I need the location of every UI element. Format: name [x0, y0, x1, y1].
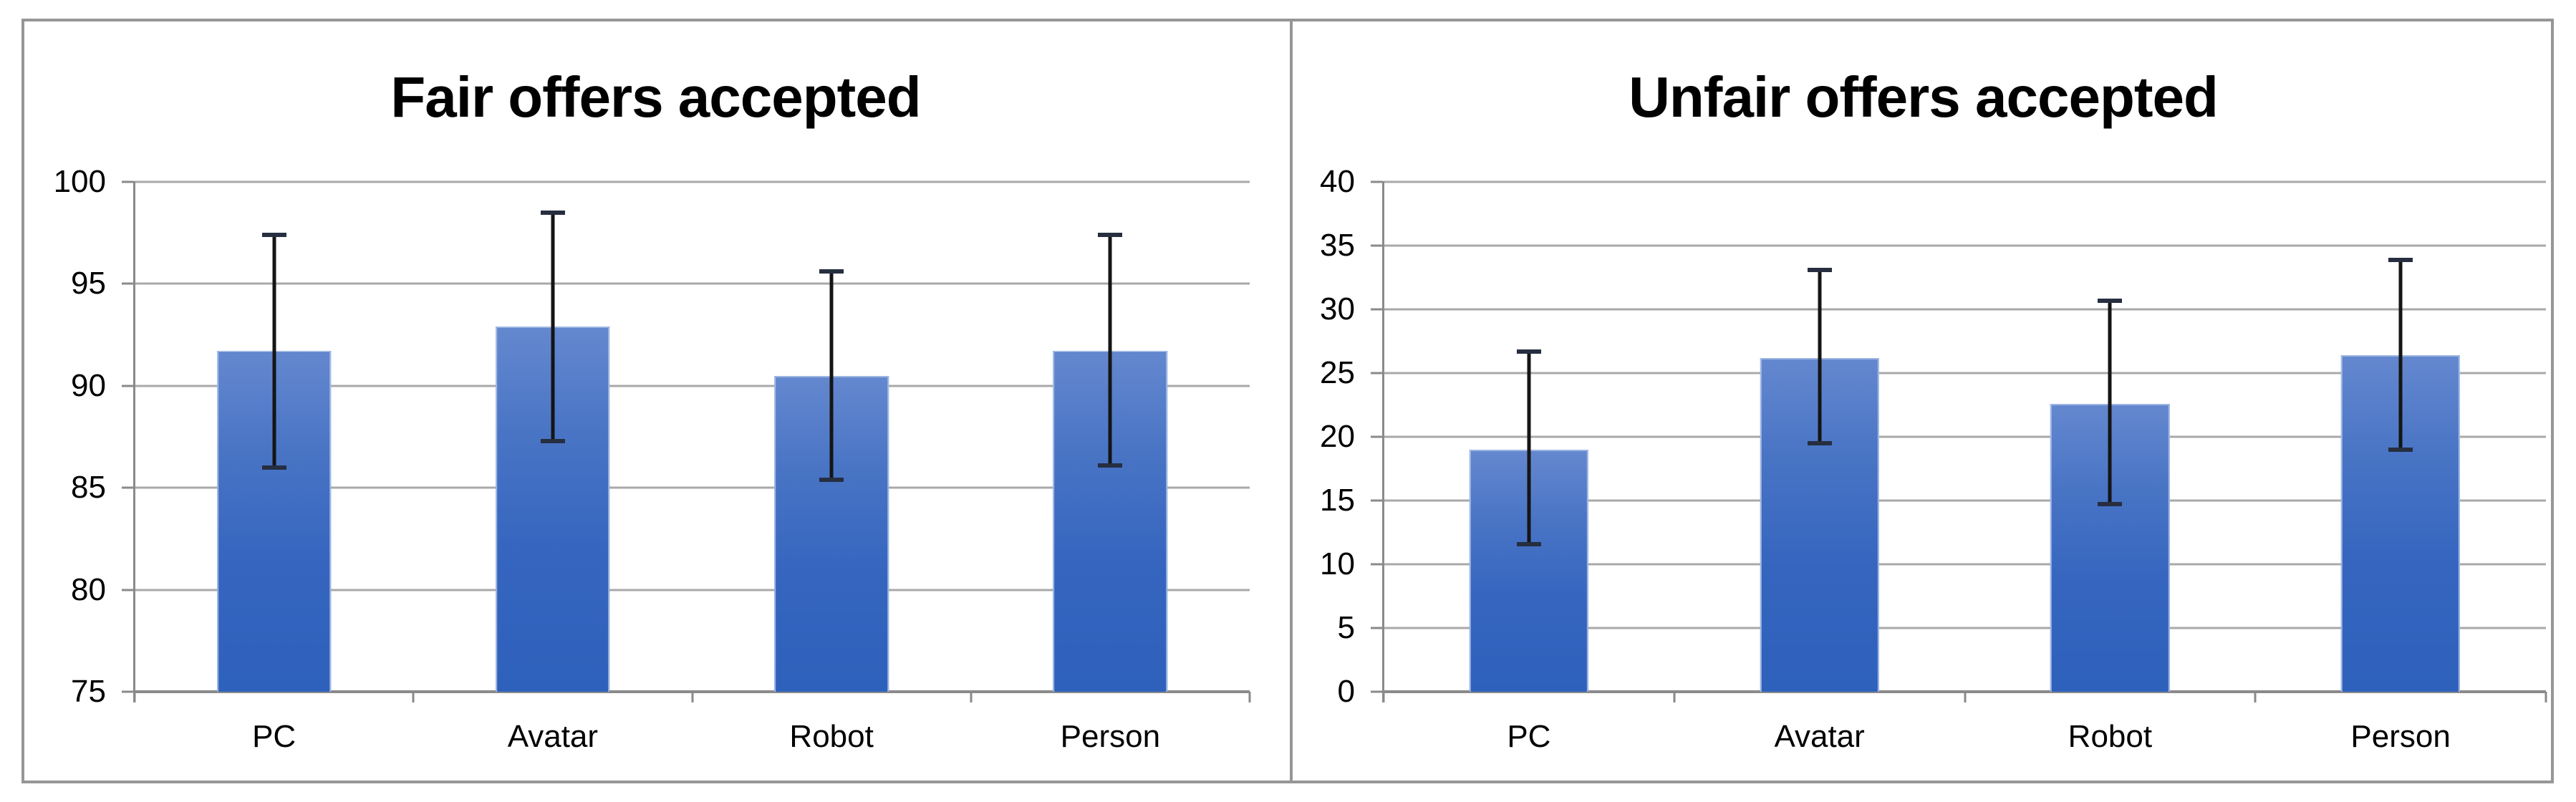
y-axis-tick-20: [1371, 435, 1383, 438]
error-cap-top-pc: [261, 233, 286, 238]
y-axis-tick-35: [1371, 244, 1383, 247]
gridline-25: [1384, 372, 2546, 375]
y-tick-label-25: 25: [1320, 355, 1355, 390]
y-tick-label-95: 95: [71, 266, 106, 301]
x-category-label-person: Person: [1060, 719, 1161, 754]
y-axis-tick-15: [1371, 499, 1383, 502]
y-tick-label-20: 20: [1320, 419, 1355, 454]
error-cap-bottom-robot: [819, 477, 844, 482]
error-cap-bottom-avatar: [540, 438, 565, 443]
error-bar-avatar: [1818, 269, 1822, 443]
gridline-20: [1384, 435, 2546, 438]
error-cap-bottom-pc: [261, 465, 286, 470]
y-axis-tick-95: [122, 282, 134, 285]
error-cap-bottom-pc: [1516, 541, 1541, 546]
y-tick-label-35: 35: [1320, 228, 1355, 263]
y-tick-label-85: 85: [71, 470, 106, 506]
y-axis-tick-85: [122, 486, 134, 489]
y-axis-tick-25: [1371, 372, 1383, 375]
y-axis-tick-10: [1371, 563, 1383, 566]
error-bar-person: [2398, 259, 2403, 450]
y-axis-tick-75: [122, 690, 134, 693]
error-cap-bottom-person: [2388, 447, 2413, 452]
y-axis-tick-40: [1371, 180, 1383, 183]
x-category-label-pc: PC: [252, 719, 296, 754]
y-axis-tick-90: [122, 385, 134, 387]
gridline-40: [1384, 180, 2546, 183]
x-category-label-person: Person: [2350, 719, 2451, 754]
x-axis-tick-3: [970, 692, 973, 702]
y-tick-label-40: 40: [1320, 164, 1355, 199]
x-axis-tick-4: [1248, 692, 1251, 702]
y-tick-label-90: 90: [71, 367, 106, 403]
error-bar-robot: [2108, 300, 2112, 505]
error-bar-pc: [1527, 351, 1531, 544]
x-category-label-robot: Robot: [789, 719, 874, 754]
y-tick-label-15: 15: [1320, 483, 1355, 518]
error-cap-top-pc: [1516, 349, 1541, 354]
error-bar-person: [1108, 235, 1112, 465]
gridline-80: [135, 589, 1250, 591]
x-axis-tick-0: [133, 692, 136, 702]
y-tick-label-10: 10: [1320, 546, 1355, 581]
error-cap-bottom-avatar: [1807, 440, 1832, 445]
y-axis-tick-0: [1371, 690, 1383, 693]
gridline-95: [135, 282, 1250, 285]
y-axis-tick-80: [122, 589, 134, 591]
y-axis-tick-30: [1371, 308, 1383, 311]
error-bar-pc: [272, 235, 276, 468]
error-cap-top-person: [1098, 233, 1123, 238]
error-cap-top-person: [2388, 257, 2413, 262]
gridline-35: [1384, 244, 2546, 247]
y-tick-label-5: 5: [1337, 610, 1355, 645]
x-category-label-robot: Robot: [2068, 719, 2153, 754]
x-category-label-pc: PC: [1507, 719, 1551, 754]
x-axis-tick-2: [1964, 692, 1966, 702]
y-tick-label-80: 80: [71, 571, 106, 607]
y-axis-tick-100: [122, 180, 134, 183]
panel-divider: [1290, 19, 1293, 783]
x-axis-tick-4: [2544, 692, 2547, 702]
gridline-90: [135, 385, 1250, 387]
chart-title-unfair: Unfair offers accepted: [1629, 65, 2219, 129]
y-tick-label-0: 0: [1337, 674, 1355, 709]
error-cap-top-avatar: [540, 210, 565, 215]
x-axis-tick-1: [412, 692, 415, 702]
y-axis-line: [1382, 181, 1384, 702]
chart-title-fair: Fair offers accepted: [390, 65, 921, 129]
gridline-10: [1384, 563, 2546, 566]
x-category-label-avatar: Avatar: [507, 719, 599, 754]
y-axis-tick-5: [1371, 627, 1383, 629]
gridline-85: [135, 486, 1250, 489]
y-tick-label-30: 30: [1320, 291, 1355, 327]
error-cap-bottom-person: [1098, 463, 1123, 468]
y-tick-label-100: 100: [53, 164, 106, 199]
x-axis-tick-3: [2254, 692, 2257, 702]
plot-area-unfair: 0 5 10 15 20 25 30 35 40 PC Avatar Robot Person: [1320, 164, 2547, 754]
plot-area-fair: 75 80 85 90 95 100 PC Avatar Robot Person: [54, 164, 1251, 754]
x-category-label-avatar: Avatar: [1774, 719, 1865, 754]
error-cap-bottom-robot: [2098, 502, 2123, 507]
error-bar-avatar: [551, 212, 555, 441]
x-axis-tick-1: [1673, 692, 1676, 702]
x-axis-tick-2: [691, 692, 693, 702]
gridline-5: [1384, 627, 2546, 629]
y-tick-label-75: 75: [71, 674, 106, 709]
gridline-15: [1384, 499, 2546, 502]
gridline-30: [1384, 308, 2546, 311]
error-bar-robot: [829, 271, 834, 480]
error-cap-top-robot: [2098, 298, 2123, 303]
error-cap-top-avatar: [1807, 267, 1832, 272]
y-axis-line: [133, 181, 135, 702]
error-cap-top-robot: [819, 269, 844, 274]
x-axis-tick-0: [1382, 692, 1385, 702]
gridline-100: [135, 180, 1250, 183]
